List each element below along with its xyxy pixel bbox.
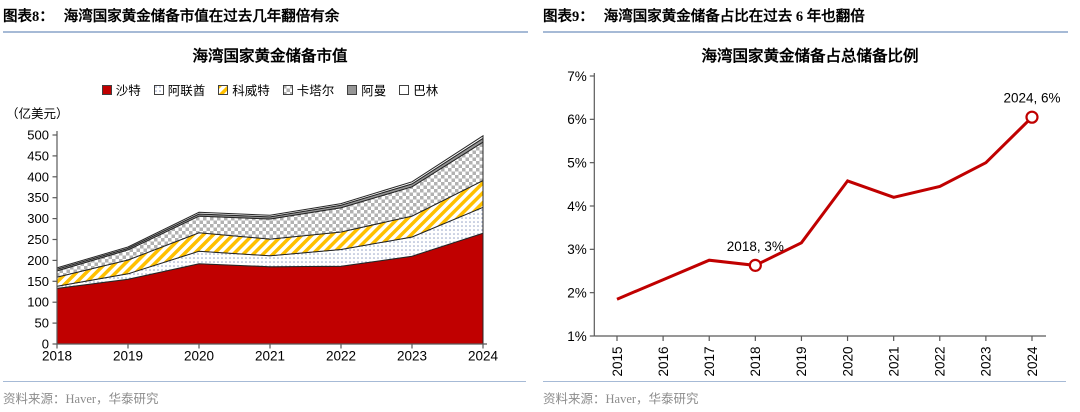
x-tick-label: 2018 [748,347,763,377]
data-point-marker-2018 [748,258,762,272]
x-tick-label: 2021 [255,349,285,364]
figure-8-panel: 图表8： 海湾国家黄金储备市值在过去几年翻倍有余 海湾国家黄金储备市值 沙特 阿联酋… [0,5,540,407]
legend-label: 科威特 [232,84,270,98]
legend-item-1: 阿联酋 [153,80,206,99]
legend-swatch-icon [399,84,410,95]
y-tick-label: 3% [567,242,587,257]
x-tick-label: 2021 [886,347,901,377]
x-tick-label: 2020 [840,347,855,377]
figure-9-panel: 图表9： 海湾国家黄金储备占比在过去 6 年也翻倍 海湾国家黄金储备占总储备比例 … [540,0,1080,412]
x-tick-label: 2019 [794,347,809,377]
x-tick-label: 2017 [702,347,717,377]
axis-labels: 1% 2% 3% 4% 5% 6% 7% 2015 2016 2017 2018 2019 2020 20… [567,69,1040,377]
stacked-area-chart: 0 50 100 150 200 250 300 350 400 450 500 2018 2019 20… [27,128,498,364]
figure-9-title: 海湾国家黄金储备占比在过去 6 年也翻倍 [603,9,865,25]
legend-item-0: 沙特 [101,80,141,99]
legend-swatch-icon [153,84,164,95]
x-tick-label: 2022 [933,347,948,377]
legend-label: 卡塔尔 [296,84,335,98]
y-tick-label: 500 [27,128,49,143]
x-tick-label: 2024 [468,349,499,364]
y-tick-label: 400 [27,169,49,184]
y-tick-label: 5% [567,155,587,170]
axis-labels: 0 50 100 150 200 250 300 350 400 450 500 2018 2019 20… [27,128,498,364]
y-tick-label: 100 [27,295,49,310]
y-tick-label: 2% [567,285,587,300]
y-tick-label: 0 [42,337,49,352]
area-bands [56,134,484,345]
x-tick-label: 2024 [1025,346,1040,377]
axes [52,131,487,349]
y-tick-label: 250 [27,232,49,247]
y-tick-label: 350 [27,190,49,205]
figure-8-source-note: 资料来源：Haver，华泰研究 [3,381,526,407]
line-series [616,116,1034,301]
y-tick-label: 6% [567,112,587,127]
figure-9-header: 图表9： 海湾国家黄金储备占比在过去 6 年也翻倍 [543,5,1068,33]
x-tick-label: 2016 [656,347,671,377]
legend-label: 阿联酋 [167,84,206,98]
legend-item-5: 巴林 [399,80,438,99]
legend-swatch-icon [347,84,358,95]
figure-8-header: 图表8： 海湾国家黄金储备市值在过去几年翻倍有余 [3,5,528,33]
figure-9-source-note: 资料来源：Haver，华泰研究 [543,381,1066,407]
y-tick-label: 1% [567,329,587,344]
y-tick-label: 150 [27,274,49,289]
legend-swatch-icon [101,84,112,95]
legend-swatch-icon [218,84,229,95]
legend-label: 巴林 [413,84,439,98]
x-tick-label: 2020 [184,349,214,364]
y-axis-unit-label: （亿美元） [6,107,69,121]
axes [589,73,1046,341]
line-chart: 1% 2% 3% 4% 5% 6% 7% 2015 2016 2017 2018 2019 2020 20… [567,69,1060,377]
x-tick-label: 2015 [610,347,625,377]
x-tick-label: 2023 [979,347,994,377]
y-tick-label: 200 [27,253,49,268]
legend-swatch-icon [282,84,293,95]
x-tick-label: 2019 [113,349,143,364]
legend-item-4: 阿曼 [347,80,386,99]
x-tick-label: 2022 [326,349,356,364]
legend-label: 沙特 [115,84,141,98]
y-tick-label: 4% [567,199,587,214]
legend-item-3: 卡塔尔 [282,80,335,99]
y-tick-label: 300 [27,211,49,226]
legend-item-2: 科威特 [218,80,270,99]
line-chart-title: 海湾国家黄金储备占总储备比例 [701,48,919,65]
area-band-5 [56,134,484,270]
annotation-2018: 2018, 3% [727,239,784,254]
figure-8-label: 图表8： [3,9,54,25]
x-tick-label: 2023 [397,349,427,364]
y-tick-label: 7% [567,69,587,84]
stacked-area-chart-title: 海湾国家黄金储备市值 [192,48,348,65]
figure-9-label: 图表9： [543,9,594,25]
y-tick-label: 50 [35,316,49,331]
figure-8-title: 海湾国家黄金储备市值在过去几年翻倍有余 [63,9,340,25]
chart-legend: 沙特 阿联酋 科威特 卡塔尔 阿曼 巴林 [0,80,540,99]
annotation-2024: 2024, 6% [1003,91,1060,106]
y-tick-label: 450 [27,148,49,163]
x-tick-label: 2018 [42,349,72,364]
data-point-marker-2024 [1025,110,1039,124]
legend-label: 阿曼 [361,84,387,98]
